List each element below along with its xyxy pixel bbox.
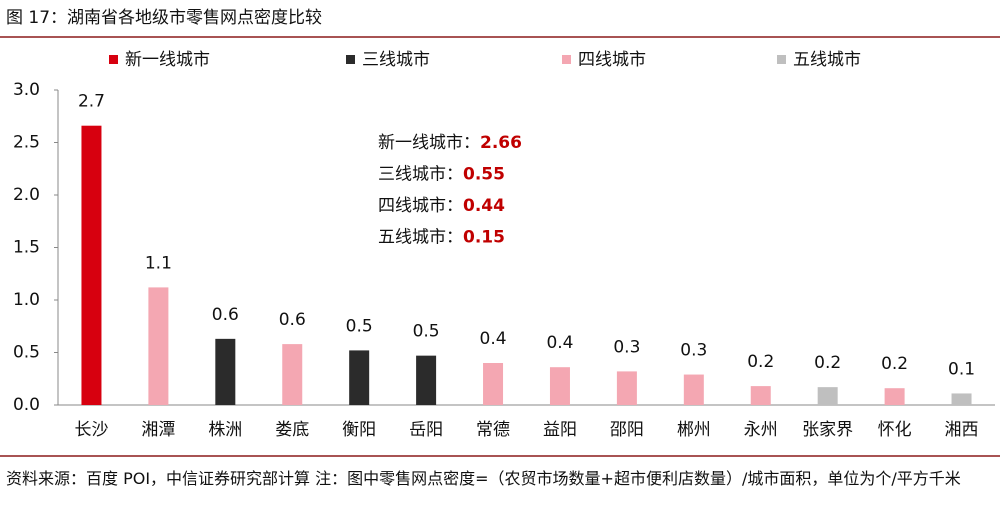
value-label: 0.4 [546,333,573,353]
bar [81,125,102,405]
annotation-label: 新一线城市： [378,133,480,153]
bar [282,344,303,405]
legend-label: 新一线城市 [125,50,210,70]
source-note: 资料来源：百度 POI，中信证券研究部计算 注：图中零售网点密度=（农贸市场数量… [6,469,961,488]
value-label: 0.2 [747,352,774,372]
legend-label: 四线城市 [578,50,646,70]
x-tick-label: 湘潭 [141,420,175,440]
y-tick-label: 1.0 [13,290,40,310]
annotation-value: 0.44 [463,196,505,216]
annotation-value: 0.55 [463,165,505,185]
legend-swatch [777,55,786,64]
value-label: 0.2 [881,354,908,374]
annotation: 五线城市：0.15 [378,228,505,248]
bar [683,374,704,405]
legend-label: 三线城市 [362,50,430,70]
annotation: 三线城市：0.55 [378,165,505,185]
bar [215,338,236,405]
x-tick-label: 邵阳 [610,420,644,440]
annotation-label: 四线城市： [378,196,463,216]
x-tick-label: 湘西 [945,420,979,440]
bar [951,393,972,405]
x-tick-label: 永州 [744,420,778,440]
legend-swatch [346,55,355,64]
value-label: 0.1 [948,359,975,379]
value-label: 0.2 [814,353,841,373]
bar [483,363,504,405]
value-label: 1.1 [145,253,172,273]
legend-swatch [109,55,118,64]
x-tick-label: 郴州 [677,420,711,440]
value-label: 0.4 [480,329,507,349]
chart-title: 图 17：湖南省各地级市零售网点密度比较 [6,8,322,28]
bar [884,388,905,405]
annotation: 新一线城市：2.66 [378,133,522,153]
x-tick-label: 长沙 [74,420,108,440]
value-label: 0.5 [346,316,373,336]
y-tick-label: 0.0 [13,395,40,415]
y-tick-label: 1.5 [13,238,40,258]
x-tick-label: 张家界 [802,420,853,440]
annotation-label: 三线城市： [378,165,463,185]
x-tick-label: 娄底 [275,420,309,440]
bar [416,355,437,405]
value-label: 0.6 [212,305,239,325]
annotation-value: 2.66 [480,133,522,153]
bar [349,350,370,405]
legend-label: 五线城市 [793,50,861,70]
value-label: 0.6 [279,310,306,330]
bar [817,387,838,405]
x-tick-label: 常德 [476,420,510,440]
value-label: 0.3 [680,341,707,361]
annotation: 四线城市：0.44 [378,196,505,216]
x-tick-label: 岳阳 [409,420,443,440]
bar [750,386,771,405]
y-tick-label: 3.0 [13,80,40,100]
x-tick-label: 益阳 [543,420,577,440]
annotation-label: 五线城市： [378,228,463,248]
bar [148,287,169,405]
bar [616,371,637,405]
annotation-value: 0.15 [463,228,505,248]
y-tick-label: 2.5 [13,133,40,153]
x-tick-label: 株洲 [208,420,242,440]
y-tick-label: 0.5 [13,343,40,363]
value-label: 0.5 [413,322,440,342]
y-tick-label: 2.0 [13,185,40,205]
value-label: 0.3 [613,337,640,357]
x-tick-label: 衡阳 [342,420,376,440]
value-label: 2.7 [78,92,105,112]
chart: 图 17：湖南省各地级市零售网点密度比较 0.0 0.5 1.0 1.5 2.0 2.5 3… [0,8,1000,457]
legend-swatch [562,55,571,64]
bar [549,367,570,405]
x-tick-label: 怀化 [878,420,912,440]
